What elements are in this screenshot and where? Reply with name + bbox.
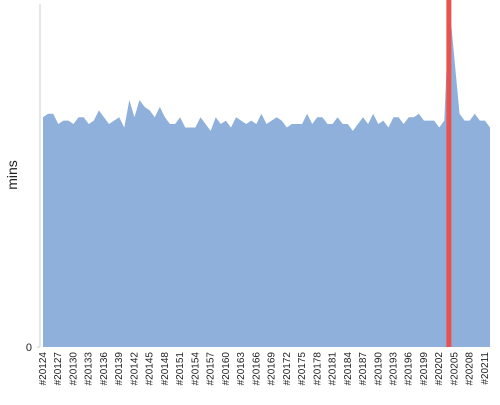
x-tick-label: #20163: [236, 352, 247, 386]
x-tick-label: #20133: [84, 352, 95, 386]
x-tick-label: #20196: [404, 352, 415, 386]
x-tick-label: #20148: [160, 352, 171, 386]
y-tick-label: 0: [26, 342, 32, 354]
x-tick-label: #20154: [190, 352, 201, 386]
highlight-bar: [446, 0, 452, 347]
x-tick-label: #20211: [480, 352, 491, 385]
x-tick-label: #20151: [175, 352, 186, 386]
x-tick-label: #20142: [129, 352, 140, 386]
x-tick-label: #20178: [312, 352, 323, 386]
x-tick-label: #20166: [251, 352, 262, 386]
x-tick-label: #20169: [267, 352, 278, 386]
x-tick-label: #20160: [221, 352, 232, 386]
x-tick-label: #20127: [53, 352, 64, 386]
x-tick-label: #20184: [343, 352, 354, 386]
x-tick-label: #20136: [99, 352, 110, 386]
x-tick-label: #20175: [297, 352, 308, 386]
x-tick-label: #20205: [449, 352, 460, 386]
x-tick-label: #20202: [434, 352, 445, 386]
x-tick-label: #20199: [419, 352, 430, 386]
area: [43, 4, 490, 347]
x-tick-label: #20190: [373, 352, 384, 386]
x-tick-label: #20139: [114, 352, 125, 386]
y-axis-label: mins: [4, 160, 20, 190]
x-tick-label: #20187: [358, 352, 369, 386]
x-tick-label: #20181: [328, 352, 339, 386]
x-tick-label: #20193: [388, 352, 399, 386]
x-tick-label: #20208: [465, 352, 476, 386]
x-tick-label: #20130: [68, 352, 79, 386]
x-tick-label: #20157: [206, 352, 217, 386]
x-tick-label: #20124: [38, 352, 49, 386]
x-tick-label: #20145: [145, 352, 156, 386]
x-tick-label: #20172: [282, 352, 293, 386]
